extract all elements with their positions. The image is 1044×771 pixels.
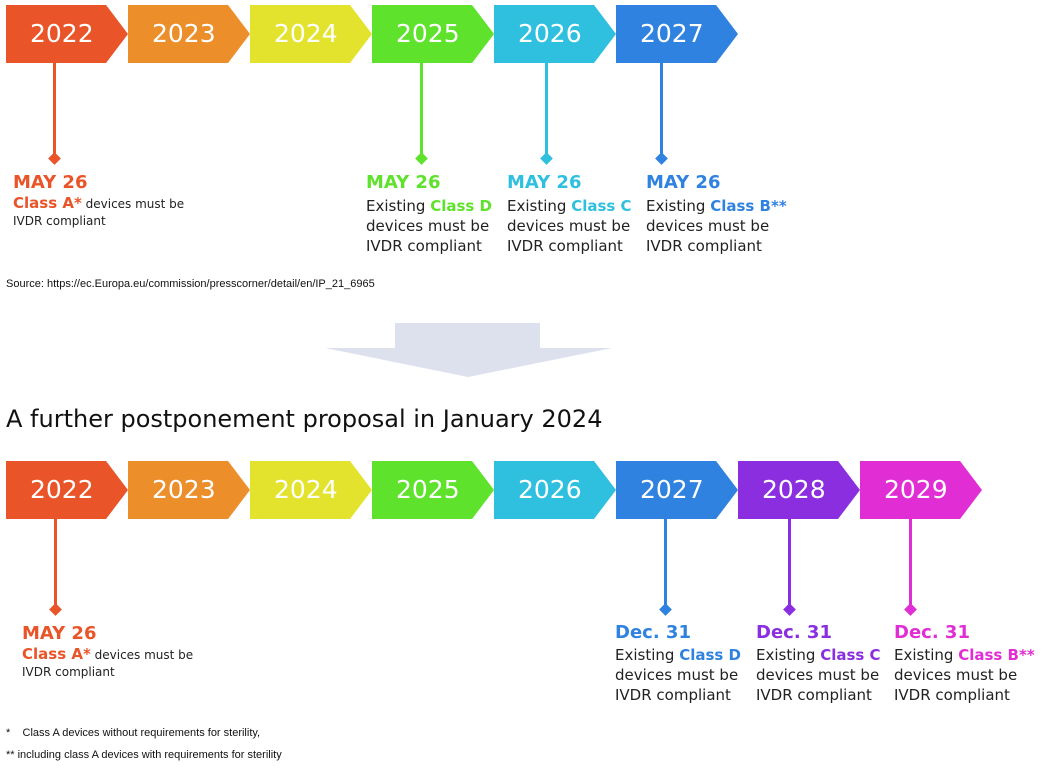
- milestone-date: MAY 26: [366, 172, 441, 193]
- desc-line: devices must be: [90, 648, 194, 662]
- milestone-marker: [49, 603, 62, 616]
- year-2026-chevron: 2026: [494, 5, 616, 63]
- source-citation: Source: https://ec.Europa.eu/commission/…: [6, 278, 375, 290]
- milestone-stem: [54, 519, 57, 609]
- down-arrow-icon: [325, 323, 612, 377]
- milestone-stem: [420, 63, 423, 158]
- milestone-date: MAY 26: [22, 623, 97, 644]
- desc-line: devices must be: [366, 217, 490, 235]
- class-label: Class B**: [710, 197, 787, 215]
- year-2022-chevron: 2022: [6, 461, 128, 519]
- desc-line: devices must be: [81, 197, 185, 211]
- milestone-marker: [655, 152, 668, 165]
- down-arrow-shape: [325, 323, 612, 377]
- year-2028-chevron: 2028: [738, 461, 860, 519]
- desc-line: devices must be: [615, 666, 739, 684]
- milestone-description: Existing Class C devices must be IVDR co…: [756, 645, 881, 705]
- milestone-marker: [659, 603, 672, 616]
- milestone-description: Existing Class C devices must be IVDR co…: [507, 196, 632, 256]
- proposal-title: A further postponement proposal in Janua…: [6, 405, 603, 433]
- year-2025-chevron: 2025: [372, 5, 494, 63]
- milestone-date: MAY 26: [13, 172, 88, 193]
- milestone-marker: [783, 603, 796, 616]
- milestone-stem: [664, 519, 667, 609]
- desc-line: IVDR compliant: [894, 686, 1010, 704]
- class-label: Class A*: [22, 645, 91, 663]
- class-label: Class C: [571, 197, 632, 215]
- class-label: Class D: [679, 646, 741, 664]
- desc-line: IVDR compliant: [13, 214, 106, 228]
- milestone-date: MAY 26: [507, 172, 582, 193]
- year-2024-chevron: 2024: [250, 5, 372, 63]
- desc-line: Existing: [615, 646, 680, 664]
- footnote-double-asterisk: ** including class A devices with requir…: [6, 749, 282, 761]
- year-2026-chevron: 2026: [494, 461, 616, 519]
- desc-line: Existing: [894, 646, 959, 664]
- milestone-stem: [545, 63, 548, 158]
- year-2025-chevron: 2025: [372, 461, 494, 519]
- class-label: Class B**: [958, 646, 1035, 664]
- milestone-description: Existing Class B** devices must be IVDR …: [894, 645, 1035, 705]
- milestone-stem: [53, 63, 56, 158]
- milestone-description: Class A* devices must be IVDR compliant: [13, 195, 184, 230]
- year-2027-chevron: 2027: [616, 461, 738, 519]
- desc-line: IVDR compliant: [366, 237, 482, 255]
- milestone-marker: [48, 152, 61, 165]
- milestone-date: Dec. 31: [894, 622, 970, 643]
- desc-line: devices must be: [646, 217, 770, 235]
- milestone-stem: [660, 63, 663, 158]
- desc-line: devices must be: [894, 666, 1018, 684]
- milestone-stem: [909, 519, 912, 609]
- milestone-marker: [904, 603, 917, 616]
- milestone-description: Existing Class D devices must be IVDR co…: [366, 196, 492, 256]
- milestone-marker: [540, 152, 553, 165]
- desc-line: IVDR compliant: [646, 237, 762, 255]
- milestone-marker: [415, 152, 428, 165]
- desc-line: devices must be: [507, 217, 631, 235]
- desc-line: Existing: [646, 197, 711, 215]
- year-2024-chevron: 2024: [250, 461, 372, 519]
- year-2029-chevron: 2029: [860, 461, 982, 519]
- milestone-date: MAY 26: [646, 172, 721, 193]
- milestone-date: Dec. 31: [615, 622, 691, 643]
- desc-line: Existing: [366, 197, 431, 215]
- desc-line: IVDR compliant: [756, 686, 872, 704]
- footnote-single-asterisk: * Class A devices without requirements f…: [6, 727, 261, 739]
- milestone-date: Dec. 31: [756, 622, 832, 643]
- year-2023-chevron: 2023: [128, 461, 250, 519]
- milestone-stem: [788, 519, 791, 609]
- milestone-description: Existing Class B** devices must be IVDR …: [646, 196, 787, 256]
- desc-line: IVDR compliant: [22, 665, 115, 679]
- class-label: Class A*: [13, 194, 82, 212]
- year-2022-chevron: 2022: [6, 5, 128, 63]
- desc-line: IVDR compliant: [615, 686, 731, 704]
- milestone-description: Existing Class D devices must be IVDR co…: [615, 645, 741, 705]
- milestone-description: Class A* devices must be IVDR compliant: [22, 646, 193, 681]
- desc-line: IVDR compliant: [507, 237, 623, 255]
- desc-line: Existing: [507, 197, 572, 215]
- desc-line: Existing: [756, 646, 821, 664]
- class-label: Class C: [820, 646, 881, 664]
- year-2023-chevron: 2023: [128, 5, 250, 63]
- desc-line: devices must be: [756, 666, 880, 684]
- class-label: Class D: [430, 197, 492, 215]
- year-2027-chevron: 2027: [616, 5, 738, 63]
